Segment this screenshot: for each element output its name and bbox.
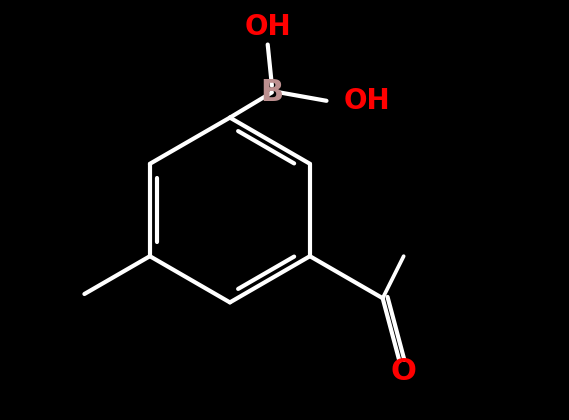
Text: OH: OH: [343, 87, 390, 115]
Text: O: O: [391, 357, 417, 386]
Text: B: B: [261, 78, 283, 107]
Text: OH: OH: [245, 13, 291, 41]
